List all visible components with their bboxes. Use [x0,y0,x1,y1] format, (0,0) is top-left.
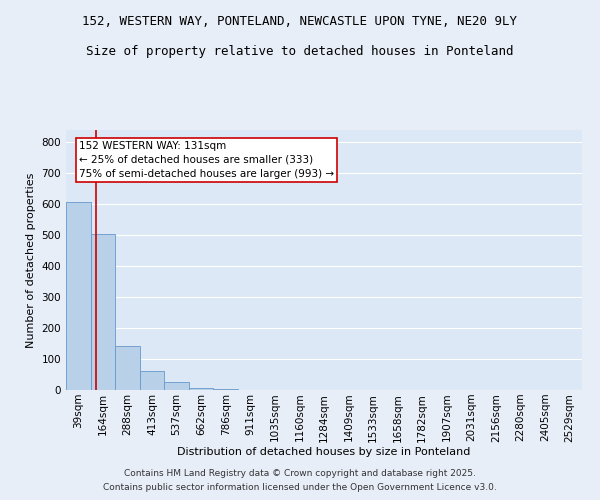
Bar [214,389,238,390]
Text: 152 WESTERN WAY: 131sqm
← 25% of detached houses are smaller (333)
75% of semi-d: 152 WESTERN WAY: 131sqm ← 25% of detache… [79,141,334,179]
Y-axis label: Number of detached properties: Number of detached properties [26,172,36,348]
Bar [140,372,164,390]
Text: 152, WESTERN WAY, PONTELAND, NEWCASTLE UPON TYNE, NE20 9LY: 152, WESTERN WAY, PONTELAND, NEWCASTLE U… [83,15,517,28]
X-axis label: Distribution of detached houses by size in Ponteland: Distribution of detached houses by size … [178,447,470,457]
Bar [115,346,140,390]
Bar [164,382,189,390]
Text: Size of property relative to detached houses in Ponteland: Size of property relative to detached ho… [86,45,514,58]
Bar [66,202,91,390]
Bar [189,388,214,390]
Bar [91,234,115,390]
Text: Contains public sector information licensed under the Open Government Licence v3: Contains public sector information licen… [103,484,497,492]
Text: Contains HM Land Registry data © Crown copyright and database right 2025.: Contains HM Land Registry data © Crown c… [124,468,476,477]
